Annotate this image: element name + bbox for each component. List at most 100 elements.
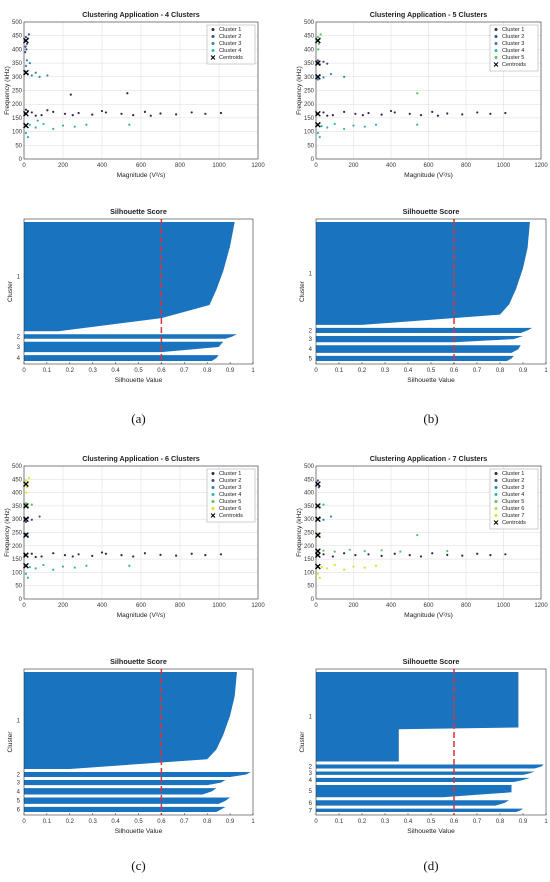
legend-entry: Cluster 4 bbox=[219, 48, 241, 54]
scatter-y-label: Frequency (kHz) bbox=[4, 66, 11, 115]
scatter-title: Clustering Application - 6 Clusters bbox=[82, 454, 200, 463]
scatter-point bbox=[46, 74, 49, 77]
scatter-point bbox=[348, 548, 351, 551]
scatter-point bbox=[329, 72, 333, 76]
y-tick-label: 450 bbox=[12, 34, 23, 40]
silhouette-axes-box bbox=[23, 668, 254, 816]
scatter-point bbox=[320, 125, 323, 128]
scatter-point bbox=[393, 111, 396, 114]
y-tick-label: 350 bbox=[12, 504, 23, 510]
x-tick-label: 1 bbox=[544, 819, 548, 825]
scatter-point bbox=[343, 127, 346, 130]
scatter-point bbox=[34, 114, 37, 117]
silhouette-bar bbox=[316, 345, 521, 353]
scatter-point bbox=[367, 553, 370, 556]
silhouette-bar bbox=[316, 672, 519, 762]
x-tick-label: 0.4 bbox=[404, 819, 413, 825]
cluster-tick-label: 4 bbox=[17, 356, 21, 362]
legend-swatch bbox=[211, 472, 215, 475]
scatter-point bbox=[28, 565, 31, 569]
centroid-marker bbox=[23, 110, 29, 117]
scatter-point bbox=[61, 565, 65, 568]
scatter-point bbox=[24, 572, 28, 575]
x-tick-label: 0.1 bbox=[335, 368, 344, 374]
x-tick-label: 600 bbox=[423, 603, 434, 609]
scatter-point bbox=[143, 110, 146, 113]
cluster-tick-label: 3 bbox=[309, 337, 313, 343]
x-tick-label: 0.7 bbox=[473, 368, 482, 374]
x-tick-label: 0.9 bbox=[519, 819, 528, 825]
scatter-point bbox=[143, 552, 146, 555]
scatter-point bbox=[363, 125, 366, 128]
x-tick-label: 0 bbox=[314, 368, 318, 374]
x-tick-label: 800 bbox=[461, 603, 472, 609]
legend-entry: Cluster 5 bbox=[219, 499, 241, 505]
centroid-stroke bbox=[314, 121, 321, 128]
legend-entry: Cluster 5 bbox=[502, 55, 524, 61]
silhouette-bar bbox=[24, 771, 251, 778]
x-tick-label: 400 bbox=[386, 603, 397, 609]
legend-swatch bbox=[211, 35, 215, 38]
centroid-marker bbox=[23, 37, 29, 44]
legend-entry: Cluster 3 bbox=[219, 485, 241, 491]
centroid-marker bbox=[23, 516, 29, 523]
x-tick-label: 1000 bbox=[212, 163, 226, 169]
legend-entry: Cluster 2 bbox=[502, 34, 524, 40]
scatter-point bbox=[85, 564, 88, 567]
legend-box bbox=[206, 468, 256, 523]
legend-entry: Cluster 4 bbox=[502, 48, 524, 54]
scatter-point bbox=[446, 550, 449, 553]
scatter-point bbox=[28, 123, 31, 126]
scatter-point bbox=[132, 114, 135, 117]
x-tick-label: 0.2 bbox=[66, 819, 75, 825]
silhouette-bar bbox=[24, 780, 226, 786]
x-tick-label: 400 bbox=[386, 163, 397, 169]
y-tick-label: 50 bbox=[307, 584, 314, 590]
scatter-point bbox=[24, 520, 28, 523]
scatter-point bbox=[42, 563, 45, 567]
scatter-point bbox=[380, 113, 383, 116]
scatter-point bbox=[27, 33, 30, 36]
scatter-point bbox=[352, 565, 355, 568]
scatter-chart: 0 200 400 600 800 1000 1200 0 50 100 150 200 250 300 3… bbox=[4, 454, 265, 619]
silhouette-bar bbox=[316, 327, 533, 333]
cluster-tick-label: 1 bbox=[309, 271, 313, 277]
x-tick-label: 0.6 bbox=[450, 819, 459, 825]
centroid-marker bbox=[314, 481, 321, 487]
scatter-point bbox=[24, 502, 28, 505]
y-tick-label: 200 bbox=[12, 544, 23, 550]
scatter-point bbox=[120, 112, 123, 115]
scatter-point bbox=[69, 93, 72, 96]
y-tick-label: 150 bbox=[304, 557, 315, 563]
centroid-stroke bbox=[23, 532, 29, 539]
legend-centroid-swatch bbox=[493, 520, 499, 525]
scatter-x-label: Magnitude (V²/s) bbox=[117, 612, 166, 619]
silhouette-title: Silhouette Score bbox=[403, 207, 460, 216]
scatter-point bbox=[316, 78, 319, 81]
scatter-point bbox=[77, 111, 80, 115]
silhouette-bar bbox=[316, 764, 544, 769]
silhouette-chart: 1 2 3 40 0.1 0.2 0.3 0.4 0.5 0.6 0.7 0.8 0.9 1 Silhoue… bbox=[7, 207, 255, 384]
cluster-tick-label: 2 bbox=[309, 328, 313, 334]
silhouette-chart: 1 2 3 4 5 60 0.1 0.2 0.3 0.4 0.5 0.6 0.7 0.8 0.9 1 Silho… bbox=[7, 657, 255, 835]
silhouette-axes-box bbox=[23, 218, 254, 365]
x-tick-label: 0.5 bbox=[134, 819, 143, 825]
centroid-marker bbox=[23, 69, 29, 76]
scatter-point bbox=[416, 534, 419, 537]
y-tick-label: 200 bbox=[304, 102, 315, 108]
scatter-point bbox=[73, 125, 76, 128]
scatter-point bbox=[24, 479, 28, 482]
centroid-marker bbox=[314, 121, 321, 128]
y-tick-label: 400 bbox=[304, 491, 315, 497]
scatter-point bbox=[30, 518, 33, 521]
scatter-point bbox=[354, 554, 357, 557]
legend-swatch bbox=[494, 28, 498, 31]
scatter-point bbox=[374, 564, 378, 567]
y-tick-label: 500 bbox=[12, 464, 23, 470]
scatter-point bbox=[504, 553, 507, 556]
cluster-tick-label: 3 bbox=[17, 345, 21, 351]
x-tick-label: 0.9 bbox=[226, 368, 235, 374]
legend-entry: Cluster 2 bbox=[502, 478, 524, 484]
